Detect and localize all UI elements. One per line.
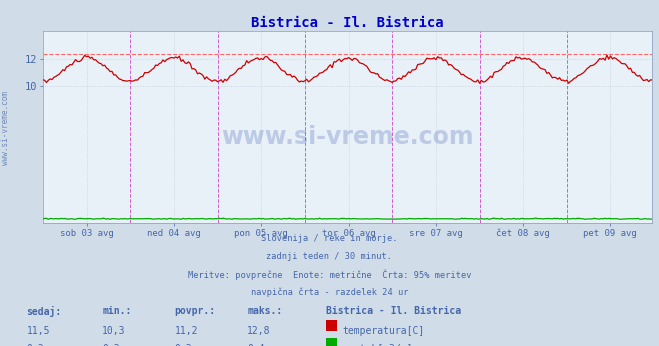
Text: www.si-vreme.com: www.si-vreme.com (1, 91, 10, 165)
Text: Bistrica - Il. Bistrica: Bistrica - Il. Bistrica (326, 306, 461, 316)
Text: navpična črta - razdelek 24 ur: navpična črta - razdelek 24 ur (251, 288, 408, 297)
Text: Slovenija / reke in morje.: Slovenija / reke in morje. (261, 234, 398, 243)
Text: 11,2: 11,2 (175, 326, 198, 336)
Text: 0,3: 0,3 (26, 344, 44, 346)
Text: zadnji teden / 30 minut.: zadnji teden / 30 minut. (266, 252, 393, 261)
Text: 0,4: 0,4 (247, 344, 265, 346)
Text: pretok[m3/s]: pretok[m3/s] (342, 344, 413, 346)
Text: sedaj:: sedaj: (26, 306, 61, 317)
Text: Meritve: povprečne  Enote: metrične  Črta: 95% meritev: Meritve: povprečne Enote: metrične Črta:… (188, 270, 471, 280)
Text: maks.:: maks.: (247, 306, 282, 316)
Text: min.:: min.: (102, 306, 132, 316)
Text: 0,3: 0,3 (175, 344, 192, 346)
Text: 10,3: 10,3 (102, 326, 126, 336)
Text: www.si-vreme.com: www.si-vreme.com (221, 125, 474, 149)
Text: 11,5: 11,5 (26, 326, 50, 336)
Text: temperatura[C]: temperatura[C] (342, 326, 424, 336)
Title: Bistrica - Il. Bistrica: Bistrica - Il. Bistrica (251, 16, 444, 30)
Text: 12,8: 12,8 (247, 326, 271, 336)
Text: 0,3: 0,3 (102, 344, 120, 346)
Text: povpr.:: povpr.: (175, 306, 215, 316)
